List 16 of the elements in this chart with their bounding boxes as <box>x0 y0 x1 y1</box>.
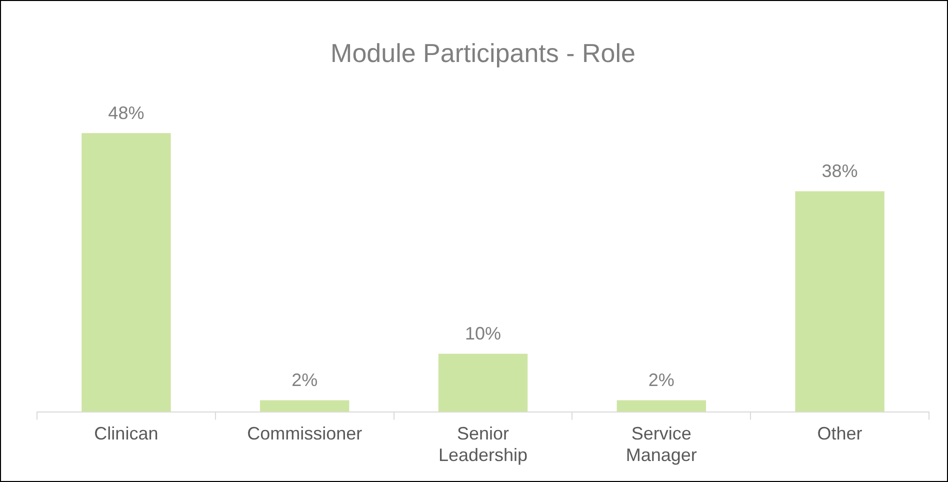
bar <box>260 400 350 412</box>
data-label: 2% <box>648 370 674 390</box>
bar <box>438 354 528 412</box>
bar <box>795 191 884 412</box>
bar <box>616 400 706 412</box>
x-tick-label: Senior Leadership <box>438 424 528 466</box>
x-tick-label: Service Manager <box>626 424 697 466</box>
x-tick-label: Clinican <box>94 424 158 444</box>
bar <box>82 133 171 412</box>
chart-title: Module Participants - Role <box>330 38 636 68</box>
data-label: 2% <box>292 370 318 390</box>
x-tick-label: Other <box>817 424 862 444</box>
data-label: 38% <box>822 161 858 182</box>
data-label: 10% <box>464 324 502 344</box>
x-tick-label: Commissioner <box>247 424 362 444</box>
data-label: 48% <box>108 103 144 124</box>
